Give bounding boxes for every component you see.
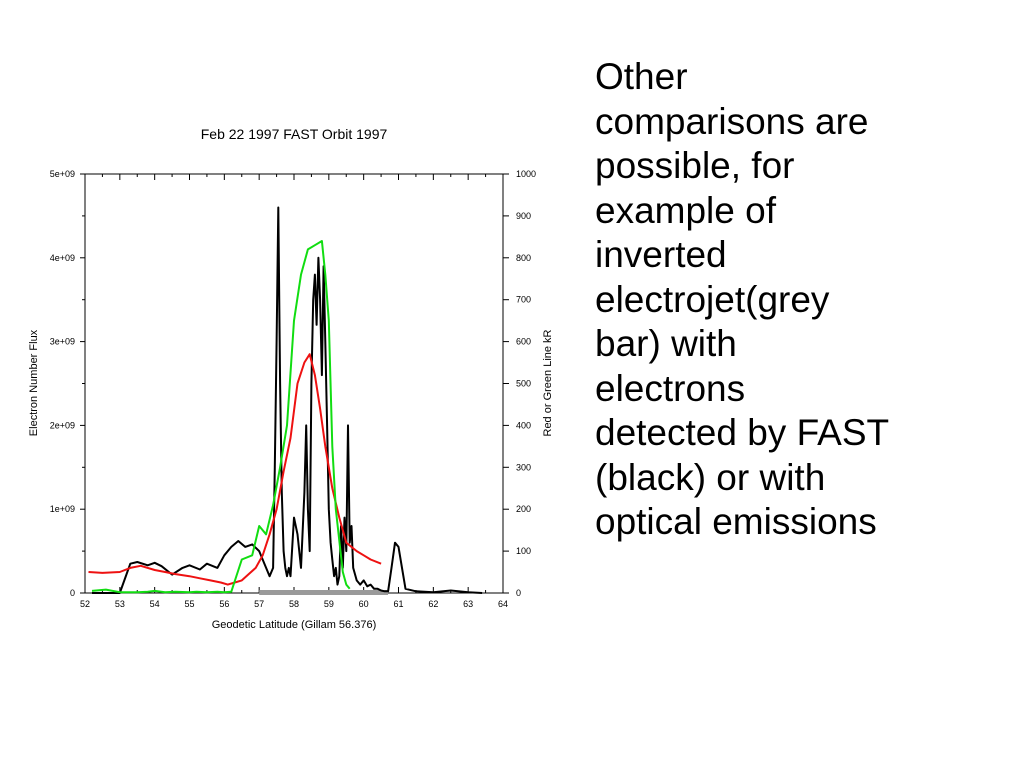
y2-tick-label: 1000 [516,169,536,179]
caption-line: electrojet(grey [595,278,830,320]
y-tick-label: 1e+09 [50,504,75,514]
x-tick-label: 64 [498,599,508,609]
y2-axis-title: Red or Green Line kR [542,329,554,436]
y2-tick-label: 0 [516,588,521,598]
x-tick-label: 53 [115,599,125,609]
caption-line: comparisons are [595,100,869,142]
x-tick-labels: 52 53 54 55 56 57 58 59 60 61 62 63 64 [80,599,508,609]
y-axis-title: Electron Number Flux [28,329,40,436]
caption-line: optical emissions [595,501,877,542]
caption-line: bar) with [595,323,737,364]
x-tick-label: 56 [219,599,229,609]
chart-title: Feb 22 1997 FAST Orbit 1997 [201,126,388,142]
x-tick-label: 57 [254,599,264,609]
caption-line: electrons [595,367,746,409]
electrojet-bar [259,590,389,595]
series-line-green [91,240,351,594]
x-tick-label: 62 [428,599,438,609]
caption-line: Other [595,56,688,97]
series-line-electron [92,206,483,594]
y-tick-label: 4e+09 [50,253,75,263]
caption-line: possible, for [595,145,795,186]
x-tick-label: 54 [150,599,160,609]
y2-tick-labels: 0 100 200 300 400 500 600 700 800 900 1000 [516,169,536,598]
y2-tick-label: 800 [516,253,531,263]
y-tick-label: 5e+09 [50,169,75,179]
x-tick-label: 52 [80,599,90,609]
x-tick-label: 61 [393,599,403,609]
caption-line: example of [595,189,776,231]
caption-line: inverted [595,234,727,275]
x-tick-label: 59 [324,599,334,609]
caption-text: Other comparisons are possible, for example… [595,55,1015,545]
y2-tick-label: 500 [516,379,531,389]
y2-tick-label: 700 [516,295,531,305]
y2-tick-label: 100 [516,546,531,556]
caption-line: (black) or with [595,456,826,498]
y-tick-label: 3e+09 [50,337,75,347]
caption-line: detected by FAST [595,412,890,453]
y2-tick-label: 300 [516,462,531,472]
y2-tick-label: 200 [516,504,531,514]
y-tick-label: 0 [70,588,75,598]
x-tick-label: 60 [359,599,369,609]
x-axis-title: Geodetic Latitude (Gillam 56.376) [212,619,376,631]
y-tick-labels: 0 1e+09 2e+09 3e+09 4e+09 5e+09 [50,169,75,598]
y2-tick-label: 900 [516,211,531,221]
chart: Feb 22 1997 FAST Orbit 1997 52 53 54 55 56 57… [28,126,554,631]
series-layer [88,206,483,595]
x-tick-label: 58 [289,599,299,609]
y2-tick-label: 600 [516,337,531,347]
y-tick-label: 2e+09 [50,420,75,430]
series-line-red [88,353,382,586]
x-tick-label: 55 [184,599,194,609]
axis-ticks [80,173,509,594]
x-tick-label: 63 [463,599,473,609]
y2-tick-label: 400 [516,420,531,430]
